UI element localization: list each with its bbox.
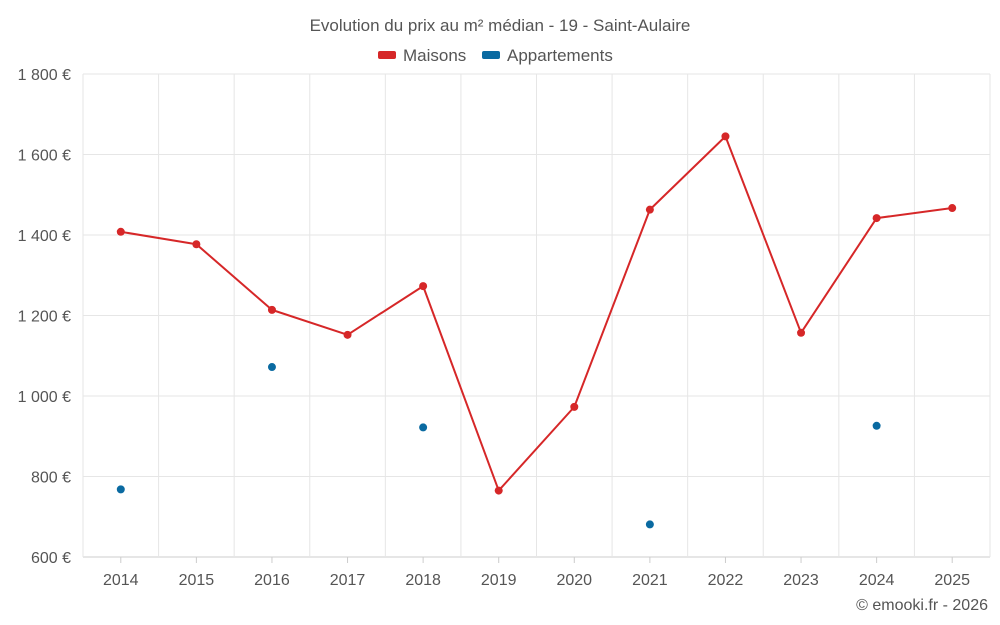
x-tick-label: 2021 [632,572,668,589]
y-tick-label: 1 800 € [18,67,71,84]
data-point-appartements[interactable] [645,520,654,529]
data-point-maisons[interactable] [645,205,654,214]
data-point-maisons[interactable] [419,282,428,291]
x-tick-label: 2014 [103,572,139,589]
series-line-maisons [120,135,953,492]
gridlines [82,73,991,558]
x-tick-label: 2023 [783,572,819,589]
x-tick-label: 2025 [934,572,970,589]
data-point-maisons[interactable] [872,214,881,223]
data-point-maisons[interactable] [494,486,503,495]
legend-label-maisons: Maisons [403,46,466,65]
legend-item-appartements[interactable]: Appartements [482,46,613,65]
series-layer [116,132,957,529]
data-point-maisons[interactable] [192,240,201,249]
data-point-maisons[interactable] [267,305,276,314]
data-point-maisons[interactable] [721,132,730,141]
y-tick-label: 1 000 € [18,389,71,406]
x-tick-label: 2018 [405,572,441,589]
data-point-appartements[interactable] [419,423,428,432]
legend: Maisons Appartements [378,46,613,65]
data-point-appartements[interactable] [116,485,125,494]
chart-title: Evolution du prix au m² médian - 19 - Sa… [310,16,691,35]
data-point-maisons[interactable] [343,330,352,339]
data-point-appartements[interactable] [872,421,881,430]
y-tick-label: 600 € [31,550,71,567]
legend-swatch-appartements [482,51,500,59]
y-tick-label: 1 400 € [18,228,71,245]
x-tick-label: 2019 [481,572,517,589]
legend-swatch-maisons [378,51,396,59]
data-point-maisons[interactable] [570,402,579,411]
x-tick-label: 2022 [708,572,744,589]
x-tick-label: 2024 [859,572,895,589]
x-tick-label: 2016 [254,572,290,589]
y-tick-label: 1 600 € [18,148,71,165]
data-point-maisons[interactable] [797,328,806,337]
credit-text: © emooki.fr - 2026 [856,597,988,614]
x-tick-label: 2015 [179,572,215,589]
y-tick-label: 1 200 € [18,309,71,326]
x-axis-ticks: 2014 2015 2016 2017 2018 2019 2020 2021 2022 2023… [103,557,970,589]
data-point-maisons[interactable] [116,227,125,236]
x-tick-label: 2017 [330,572,366,589]
y-tick-label: 800 € [31,470,71,487]
x-tick-label: 2020 [556,572,592,589]
data-point-appartements[interactable] [267,363,276,372]
legend-item-maisons[interactable]: Maisons [378,46,466,65]
data-point-maisons[interactable] [948,204,957,213]
legend-label-appartements: Appartements [507,46,613,65]
y-axis-ticks: 600 € 800 € 1 000 € 1 200 € 1 400 € 1 600 € 1 … [18,67,71,567]
